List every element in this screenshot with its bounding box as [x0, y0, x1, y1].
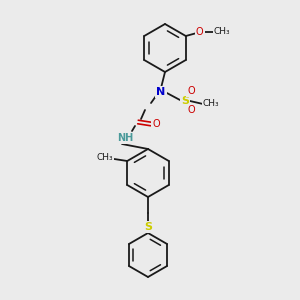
Text: CH₃: CH₃	[203, 100, 219, 109]
Text: O: O	[187, 86, 195, 96]
Text: O: O	[196, 27, 204, 37]
Text: S: S	[181, 96, 189, 106]
Text: NH: NH	[117, 133, 133, 143]
Text: O: O	[152, 119, 160, 129]
Text: O: O	[187, 105, 195, 115]
Text: CH₃: CH₃	[97, 154, 113, 163]
Text: CH₃: CH₃	[214, 28, 230, 37]
Text: S: S	[144, 222, 152, 232]
Text: N: N	[156, 87, 166, 97]
